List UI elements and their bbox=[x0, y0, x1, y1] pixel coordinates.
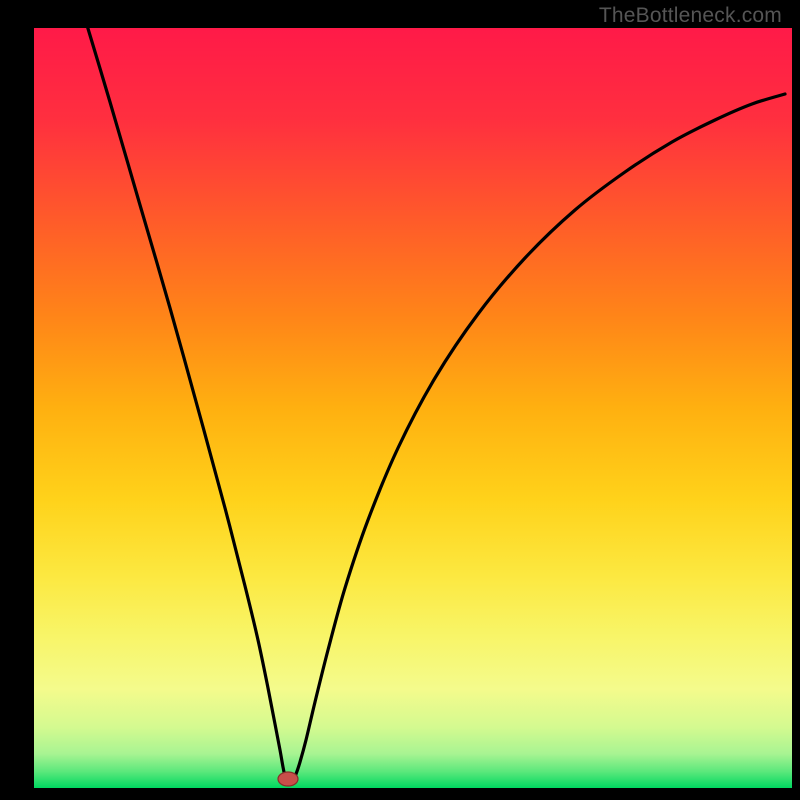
minimum-marker bbox=[278, 772, 298, 786]
chart-container: TheBottleneck.com bbox=[0, 0, 800, 800]
plot-area bbox=[34, 28, 792, 788]
chart-svg bbox=[0, 0, 800, 800]
watermark-text: TheBottleneck.com bbox=[599, 4, 782, 28]
